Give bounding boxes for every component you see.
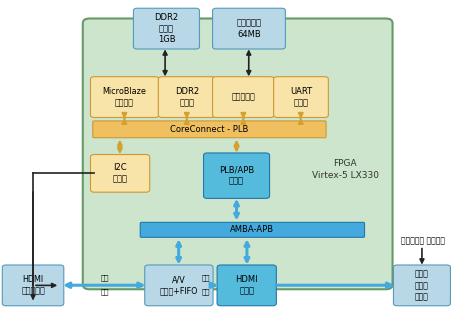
FancyBboxPatch shape <box>217 265 276 306</box>
Text: I2C
主设备: I2C 主设备 <box>112 163 127 183</box>
FancyBboxPatch shape <box>212 8 285 49</box>
Text: 外部物理层 测试芯片: 外部物理层 测试芯片 <box>401 237 445 246</box>
Text: A/V
发生器+FIFO: A/V 发生器+FIFO <box>160 275 198 295</box>
Text: CoreConnect - PLB: CoreConnect - PLB <box>170 125 248 134</box>
Text: 音频: 音频 <box>202 288 211 295</box>
Text: MicroBlaze
微处理器: MicroBlaze 微处理器 <box>103 87 147 107</box>
Text: 闪存存储器
64MB: 闪存存储器 64MB <box>237 19 262 39</box>
FancyBboxPatch shape <box>83 19 393 289</box>
Text: HDMI
接收器芯片: HDMI 接收器芯片 <box>21 275 45 295</box>
FancyBboxPatch shape <box>145 265 213 306</box>
Text: PLB/APB
桥接器: PLB/APB 桥接器 <box>219 165 254 186</box>
Text: AMBA-APB: AMBA-APB <box>230 225 274 234</box>
FancyBboxPatch shape <box>91 154 150 192</box>
FancyBboxPatch shape <box>394 265 450 306</box>
Text: 视频: 视频 <box>100 274 109 281</box>
Text: HDMI
控制器: HDMI 控制器 <box>235 275 258 295</box>
FancyBboxPatch shape <box>91 77 159 117</box>
FancyBboxPatch shape <box>203 153 269 198</box>
FancyBboxPatch shape <box>273 77 329 117</box>
Text: FPGA
Virtex-5 LX330: FPGA Virtex-5 LX330 <box>312 159 379 180</box>
FancyBboxPatch shape <box>212 77 274 117</box>
FancyBboxPatch shape <box>2 265 64 306</box>
Text: DDR2
控制器: DDR2 控制器 <box>175 87 199 107</box>
Text: 外部物
理层测
试芯片: 外部物 理层测 试芯片 <box>415 270 429 301</box>
FancyBboxPatch shape <box>158 77 215 117</box>
Text: 视频: 视频 <box>202 274 211 281</box>
Text: 闪存存储器: 闪存存储器 <box>232 93 255 102</box>
Text: DDR2
存储器
1GB: DDR2 存储器 1GB <box>154 13 178 44</box>
FancyBboxPatch shape <box>140 222 364 237</box>
Text: 音频: 音频 <box>100 288 109 295</box>
Text: UART
控制器: UART 控制器 <box>290 87 312 107</box>
FancyBboxPatch shape <box>133 8 199 49</box>
FancyBboxPatch shape <box>93 121 326 138</box>
